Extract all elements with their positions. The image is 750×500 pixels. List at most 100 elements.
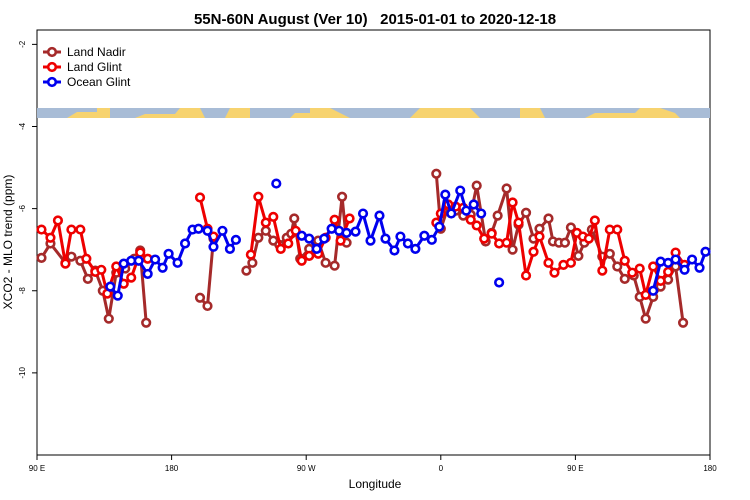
data-point [45, 232, 56, 243]
data-point [479, 233, 490, 244]
data-point [135, 247, 146, 258]
data-point [395, 231, 406, 242]
data-point [126, 272, 137, 283]
data-point [520, 270, 532, 281]
data-point [468, 199, 479, 210]
data-point [501, 237, 512, 248]
data-point [304, 250, 315, 261]
data-point [419, 230, 430, 241]
data-point [142, 268, 153, 280]
y-tick-label: -2 [18, 40, 27, 48]
data-point [150, 254, 161, 265]
data-point [589, 215, 600, 226]
data-point [194, 292, 206, 303]
data-point [471, 180, 482, 191]
data-point [494, 277, 505, 288]
data-point [627, 267, 638, 278]
data-point [245, 249, 256, 260]
data-point [528, 246, 539, 257]
y-tick-label: -4 [18, 122, 27, 130]
data-point [224, 243, 236, 254]
data-point [36, 224, 47, 235]
data-point [193, 223, 204, 234]
data-point [112, 290, 123, 301]
data-point [648, 261, 659, 272]
data-point [663, 266, 674, 277]
data-point [389, 245, 400, 256]
data-point [230, 234, 242, 245]
x-tick-label: 90 E [567, 464, 583, 473]
data-point [217, 225, 228, 236]
data-point [60, 258, 71, 269]
data-point [36, 252, 47, 263]
data-point [374, 210, 385, 221]
data-point [434, 221, 445, 232]
data-point [486, 228, 497, 239]
data-point [241, 265, 252, 276]
data-point [431, 168, 442, 179]
data-point [75, 224, 86, 235]
legend-marker [46, 76, 58, 88]
data-point [597, 265, 608, 276]
data-point [426, 234, 437, 245]
data-point [141, 317, 152, 328]
map-strip [37, 108, 710, 118]
data-point [655, 275, 666, 286]
data-point [66, 224, 77, 235]
x-tick-label: 90 W [297, 464, 316, 473]
data-point [471, 220, 482, 231]
data-point [573, 250, 584, 261]
data-point [476, 208, 487, 219]
data-point [329, 214, 340, 225]
data-point [247, 257, 258, 268]
data-point [253, 191, 264, 202]
data-point [208, 241, 219, 252]
data-point [81, 253, 92, 264]
x-tick-label: 180 [165, 464, 179, 473]
data-point [686, 254, 698, 265]
chart-title: 55N-60N August (Ver 10) 2015-01-01 to 20… [194, 11, 556, 28]
data-point [329, 260, 340, 271]
data-point [336, 191, 348, 202]
data-point [268, 211, 279, 222]
data-point [357, 208, 369, 219]
data-point [640, 313, 651, 324]
data-point [565, 222, 577, 233]
data-point [341, 227, 352, 238]
data-point [105, 281, 116, 292]
data-point [82, 273, 93, 284]
data-point [634, 263, 645, 274]
data-point [202, 225, 213, 236]
data-point [648, 285, 659, 296]
y-tick-label: -8 [18, 287, 27, 295]
data-point [565, 257, 577, 268]
data-point [320, 257, 331, 268]
legend-marker [46, 46, 58, 58]
data-point [380, 233, 391, 244]
data-point [461, 205, 472, 216]
data-point [640, 289, 651, 300]
data-point [619, 273, 630, 284]
data-point [344, 213, 355, 224]
data-point [350, 226, 361, 237]
legend-label: Land Glint [67, 60, 122, 74]
x-axis-label: Longitude [349, 477, 402, 491]
data-point [501, 183, 512, 194]
data-point [534, 223, 545, 234]
data-point [549, 267, 560, 278]
data-point [455, 185, 466, 196]
y-tick-label: -10 [18, 367, 27, 379]
data-point [271, 178, 282, 189]
data-point [677, 317, 689, 328]
data-point [513, 217, 524, 228]
data-point [520, 207, 532, 218]
data-point [260, 225, 271, 236]
data-point [103, 313, 114, 324]
y-axis-label: XCO2 - MLO trend (ppm) [1, 175, 15, 310]
data-point [446, 208, 457, 219]
x-tick-label: 180 [703, 464, 717, 473]
data-point [275, 243, 286, 254]
data-point [304, 233, 315, 244]
